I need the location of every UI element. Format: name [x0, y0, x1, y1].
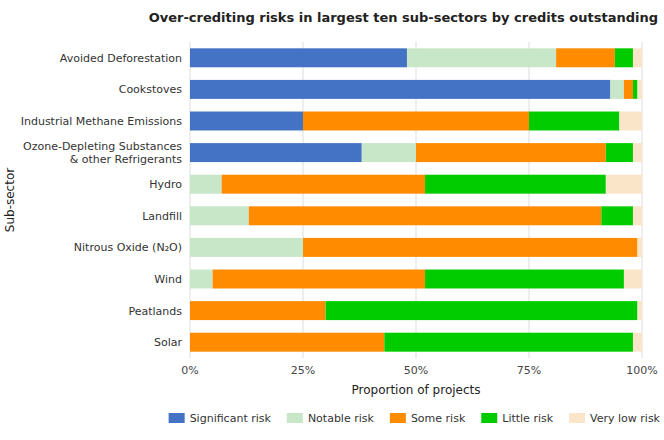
y-tick-label: Peatlands [128, 305, 182, 318]
y-tick-label-line: Industrial Methane Emissions [21, 115, 183, 128]
y-tick-label-line: Solar [154, 336, 183, 349]
legend-swatch [390, 413, 406, 423]
legend-swatch [481, 413, 497, 423]
legend-label: Very low risk [590, 412, 661, 425]
y-tick-label-line: Avoided Deforestation [60, 52, 182, 65]
bar-segment [190, 206, 249, 225]
bar-segment [624, 80, 633, 99]
y-tick-label: Ozone-Depleting Substances& other Refrig… [23, 140, 182, 166]
bar-segment [619, 112, 642, 131]
y-tick-label-line: Peatlands [128, 305, 182, 318]
bar-segment [556, 48, 615, 67]
bar-segment [633, 143, 642, 162]
chart: Over-crediting risks in largest ten sub-… [0, 0, 664, 440]
bar-segment [624, 270, 642, 289]
y-tick-label-line: Cookstoves [119, 83, 183, 96]
bar-segment [303, 238, 637, 257]
bar-segment [637, 80, 642, 99]
bar-segment [637, 301, 642, 320]
bar-segment [190, 238, 303, 257]
y-tick-label-line: Wind [154, 273, 182, 286]
x-tick-label: 75% [517, 364, 541, 377]
bar-segment [606, 175, 642, 194]
bar-segment [362, 143, 416, 162]
bar-segment [190, 112, 303, 131]
bar-segment [190, 48, 407, 67]
legend-label: Significant risk [190, 412, 272, 425]
y-tick-label: Cookstoves [119, 83, 183, 96]
bars [190, 48, 642, 351]
bar-segment [633, 48, 642, 67]
bar-segment [529, 112, 619, 131]
y-tick-label-line: & other Refrigerants [70, 153, 183, 166]
x-axis-label: Proportion of projects [351, 383, 480, 397]
bar-segment [190, 270, 213, 289]
bar-segment [190, 143, 362, 162]
x-tick-label: 25% [291, 364, 315, 377]
bar-segment [633, 333, 642, 352]
bar-segment [633, 80, 638, 99]
bar-segment [249, 206, 602, 225]
bar-segment [633, 206, 642, 225]
bar-segment [213, 270, 425, 289]
y-axis-label: Sub-sector [3, 168, 17, 232]
bar-segment [190, 333, 384, 352]
y-tick-label: Industrial Methane Emissions [21, 115, 183, 128]
bar-segment [416, 143, 606, 162]
y-tick-label: Wind [154, 273, 182, 286]
bar-segment [190, 80, 610, 99]
bar-segment [425, 270, 624, 289]
y-tick-label: Nitrous Oxide (N₂O) [74, 241, 182, 254]
legend-label: Notable risk [308, 412, 375, 425]
y-tick-label-line: Hydro [149, 178, 182, 191]
y-tick-label: Solar [154, 336, 183, 349]
y-tick-label: Hydro [149, 178, 182, 191]
bar-segment [407, 48, 556, 67]
legend-label: Some risk [411, 412, 466, 425]
legend-swatch [169, 413, 185, 423]
bar-segment [326, 301, 638, 320]
legend-swatch [287, 413, 303, 423]
x-tick-label: 0% [181, 364, 198, 377]
title: Over-crediting risks in largest ten sub-… [149, 10, 658, 25]
bar-segment [190, 175, 222, 194]
bar-segment [425, 175, 606, 194]
legend-label: Little risk [502, 412, 553, 425]
legend: Significant risk Notable risk Some risk Lit… [169, 412, 661, 425]
y-tick-label-line: Nitrous Oxide (N₂O) [74, 241, 182, 254]
y-tick-label-line: Ozone-Depleting Substances [23, 140, 182, 153]
bar-segment [601, 206, 633, 225]
bar-segment [303, 112, 529, 131]
bar-segment [606, 143, 633, 162]
bar-segment [384, 333, 633, 352]
bar-segment [615, 48, 633, 67]
legend-swatch [569, 413, 585, 423]
bar-segment [610, 80, 624, 99]
grid [190, 42, 642, 358]
bar-segment [190, 301, 326, 320]
x-tick-label: 50% [404, 364, 428, 377]
y-tick-label: Landfill [142, 210, 182, 223]
bar-segment [637, 238, 642, 257]
y-tick-label-line: Landfill [142, 210, 182, 223]
x-tick-label: 100% [626, 364, 657, 377]
y-tick-label: Avoided Deforestation [60, 52, 182, 65]
bar-segment [222, 175, 425, 194]
